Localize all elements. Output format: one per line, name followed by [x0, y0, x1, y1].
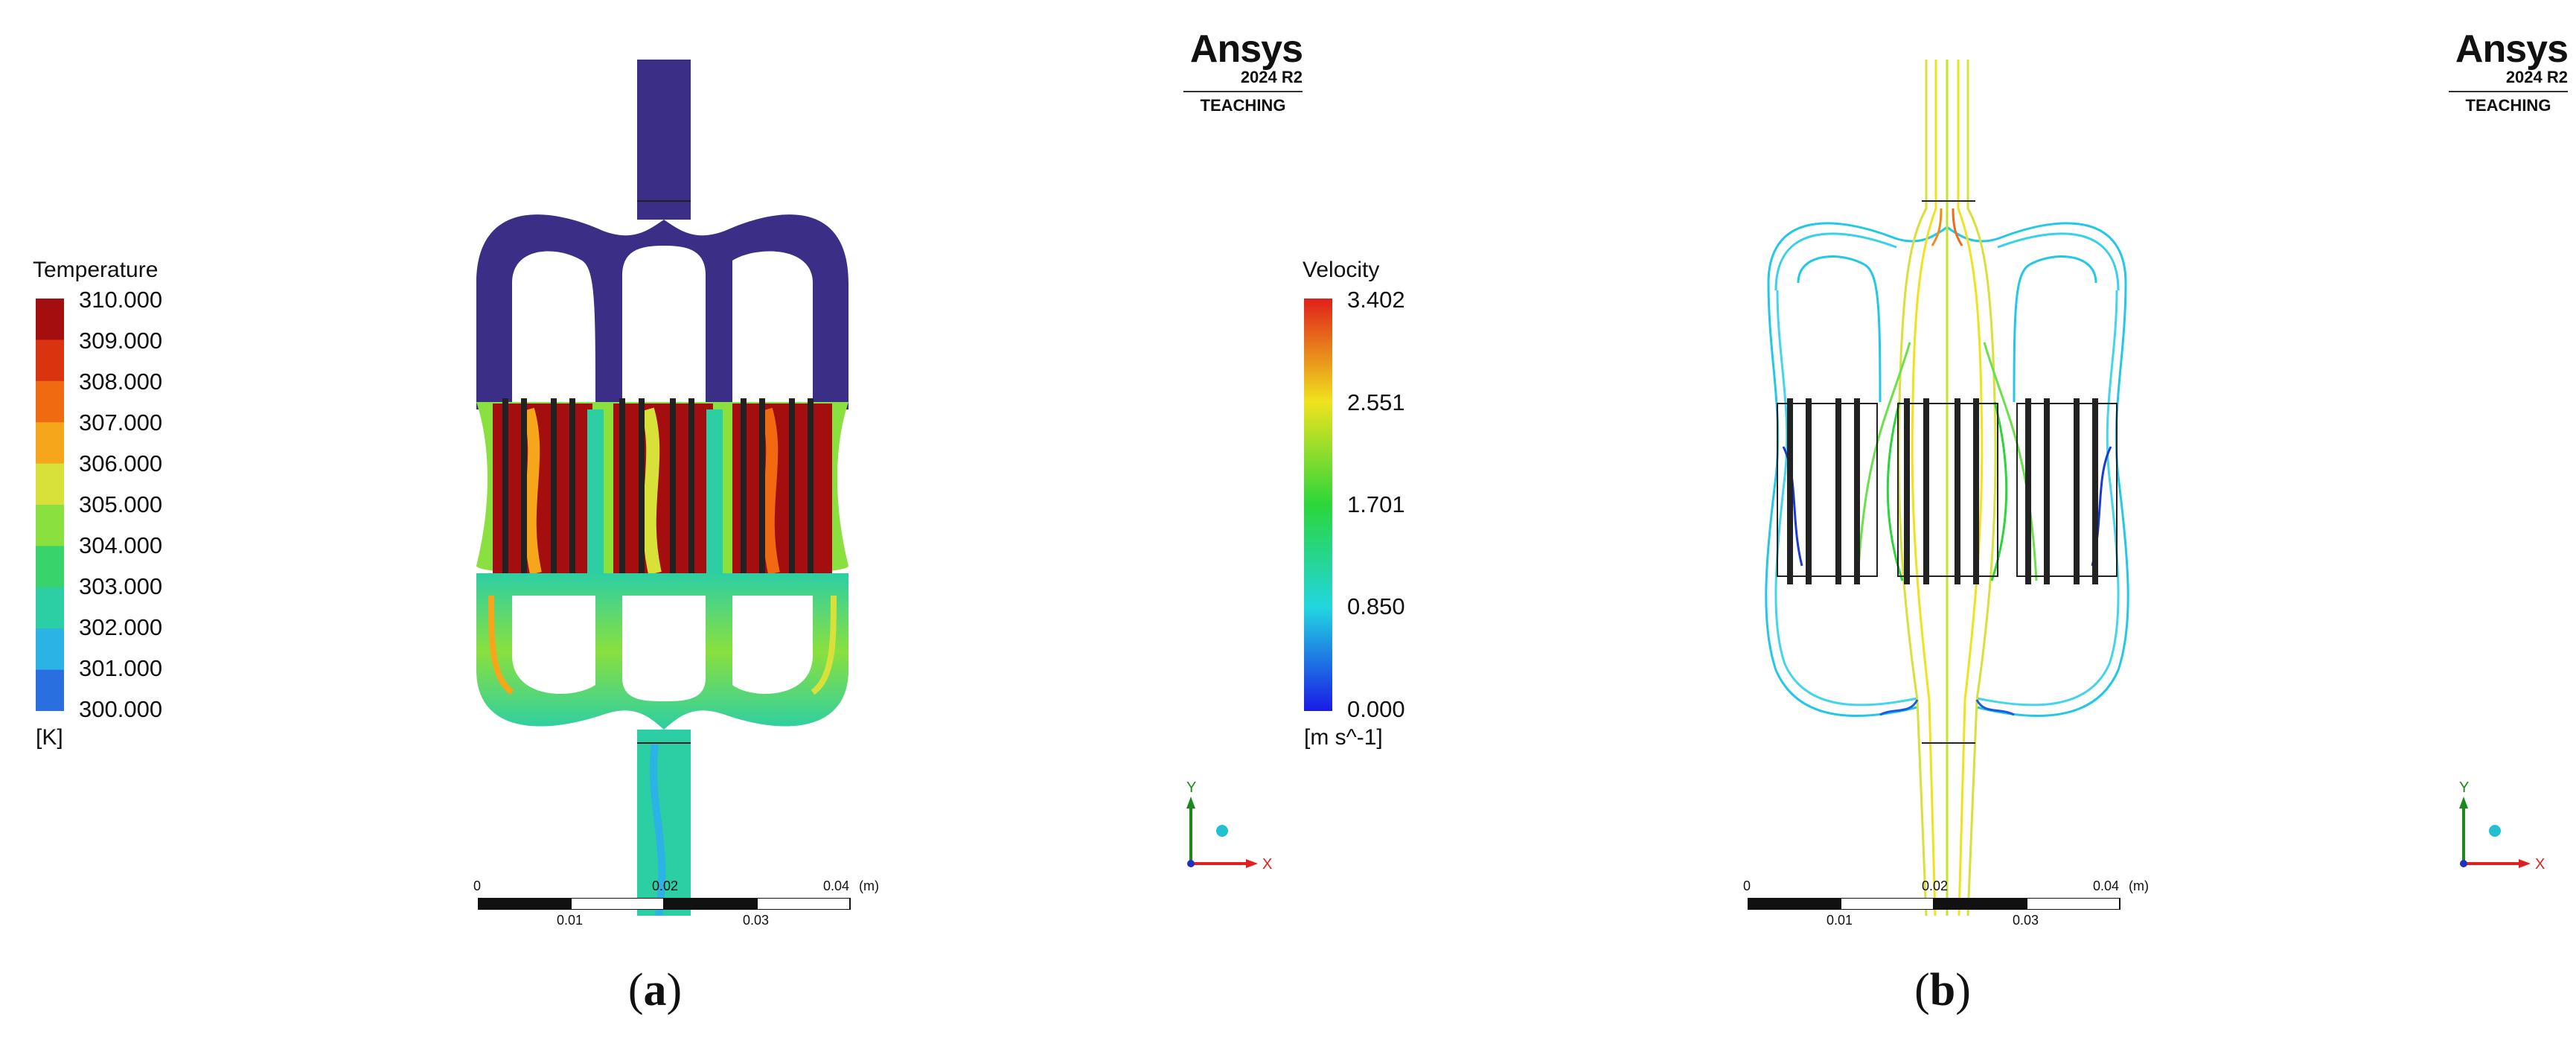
- temperature-contour-image: [476, 60, 848, 916]
- legend-label: 2.551: [1347, 389, 1405, 415]
- logo-version: 2024 R2: [2505, 68, 2568, 86]
- legend-title: Temperature: [33, 258, 159, 282]
- scale-label: 0.01: [1826, 913, 1853, 928]
- legend-title: Velocity: [1303, 258, 1380, 282]
- legend-label: 305.000: [79, 491, 163, 517]
- legend-label: 307.000: [79, 409, 163, 436]
- scale-label: 0.04: [2093, 878, 2120, 893]
- temperature-colorbar: [36, 299, 64, 711]
- legend-label: 301.000: [79, 655, 163, 681]
- colorbar-band: [36, 339, 64, 382]
- legend-label: 303.000: [79, 573, 163, 599]
- legend-label: 0.000: [1347, 696, 1405, 722]
- axis-y-label: Y: [1186, 779, 1196, 796]
- legend-label: 300.000: [79, 696, 163, 722]
- colorbar-band: [36, 587, 64, 629]
- colorbar-band: [36, 463, 64, 506]
- scale-bar: 0 0.02 0.04 (m) 0.01 0.03: [473, 878, 890, 938]
- scale-label: 0.01: [557, 913, 584, 928]
- scale-label: 0.03: [743, 913, 770, 928]
- velocity-colorbar: [1304, 299, 1332, 711]
- logo-divider: [1183, 91, 1303, 92]
- legend-label: 302.000: [79, 614, 163, 640]
- colorbar-band: [36, 299, 64, 340]
- logo-version: 2024 R2: [1240, 68, 1303, 86]
- scale-label: 0.02: [652, 878, 679, 893]
- colorbar-band: [36, 628, 64, 671]
- legend-label: 3.402: [1347, 287, 1405, 313]
- legend-unit: [m s^-1]: [1304, 725, 1383, 750]
- subfigure-caption: (a): [627, 965, 683, 1015]
- colorbar-band: [36, 422, 64, 465]
- scale-label: 0: [473, 878, 482, 893]
- ansys-logo: Ansys 2024 R2 TEACHING: [2449, 28, 2569, 115]
- logo-edition: TEACHING: [1200, 96, 1286, 115]
- scale-label: 0: [1743, 878, 1751, 893]
- scale-label: 0.04: [823, 878, 850, 893]
- colorbar-band: [36, 669, 64, 711]
- logo-brand: Ansys: [2455, 28, 2569, 71]
- scale-bar: 0 0.02 0.04 (m) 0.01 0.03: [1743, 878, 2160, 938]
- axes-triad: Y X: [1186, 779, 1272, 873]
- colorbar-band: [36, 546, 64, 588]
- logo-edition: TEACHING: [2465, 96, 2551, 115]
- legend-label: 308.000: [79, 369, 163, 395]
- panel-temperature: Temperature 310.000 309.000 308.000 307.…: [33, 30, 1303, 1015]
- colorbar-band: [36, 380, 64, 423]
- colorbar-band: [36, 505, 64, 546]
- axis-y-label: Y: [2459, 779, 2469, 796]
- legend-label: 1.701: [1347, 491, 1405, 517]
- ansys-logo: Ansys 2024 R2 TEACHING: [1183, 30, 1303, 115]
- velocity-streamlines-image: [1765, 60, 2129, 916]
- temperature-legend: Temperature 310.000 309.000 308.000 307.…: [33, 257, 162, 750]
- legend-label: 310.000: [79, 287, 163, 313]
- logo-divider: [2449, 91, 2568, 92]
- panel-velocity: Velocity 3.402 2.551 1.701 0.850 0.000 […: [1288, 0, 2575, 1046]
- axis-x-label: X: [2535, 856, 2545, 873]
- scale-unit: (m): [2129, 878, 2149, 893]
- legend-unit: [K]: [36, 725, 63, 750]
- axes-triad: Y X: [2459, 779, 2545, 873]
- subfigure-caption: (b): [1914, 965, 1971, 1015]
- scale-label: 0.02: [1922, 878, 1949, 893]
- legend-label: 309.000: [79, 328, 163, 354]
- legend-label: 0.850: [1347, 593, 1405, 619]
- legend-label: 304.000: [79, 532, 163, 558]
- logo-brand: Ansys: [1189, 28, 1303, 71]
- axis-x-label: X: [1262, 856, 1272, 873]
- legend-label: 306.000: [79, 450, 163, 476]
- scale-label: 0.03: [2013, 913, 2039, 928]
- velocity-legend: Velocity 3.402 2.551 1.701 0.850 0.000 […: [1303, 257, 1405, 750]
- scale-unit: (m): [859, 878, 879, 893]
